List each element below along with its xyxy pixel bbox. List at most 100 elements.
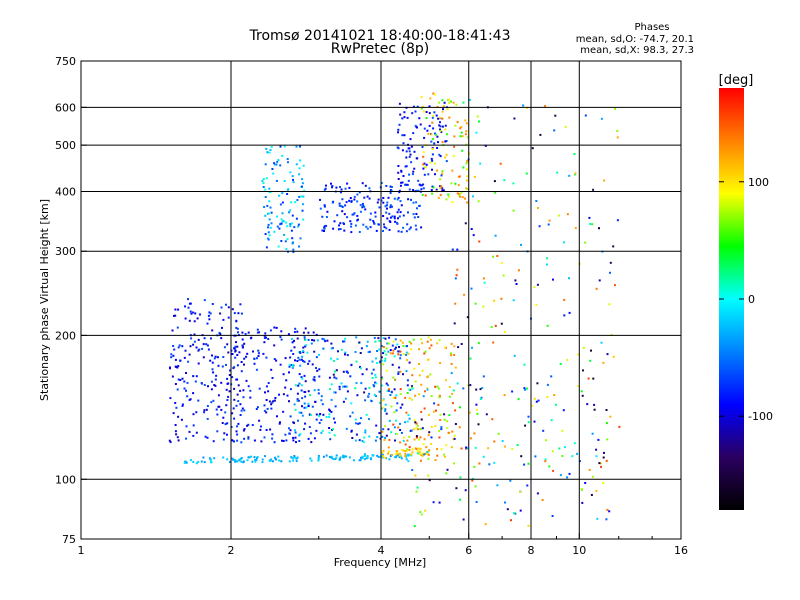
data-point	[390, 189, 393, 192]
data-point	[476, 412, 479, 415]
data-point	[387, 389, 390, 392]
data-point	[189, 398, 192, 401]
data-point	[177, 308, 180, 311]
data-point	[445, 153, 448, 156]
data-point	[382, 399, 385, 402]
data-point	[318, 353, 320, 356]
data-point	[394, 378, 397, 381]
data-point	[436, 169, 438, 172]
data-point	[453, 322, 456, 325]
data-point	[210, 380, 213, 383]
data-point	[424, 166, 427, 169]
data-point	[392, 396, 395, 399]
data-point	[298, 411, 301, 414]
data-point	[310, 414, 312, 416]
data-point	[343, 229, 346, 232]
data-point	[454, 409, 457, 412]
data-point	[393, 197, 396, 200]
data-point	[355, 382, 358, 384]
data-point	[490, 326, 493, 329]
data-point	[292, 248, 295, 251]
data-point	[542, 429, 545, 432]
data-point	[391, 205, 393, 208]
data-point	[285, 379, 288, 382]
data-point	[201, 382, 203, 385]
data-point	[188, 302, 191, 305]
data-point	[511, 448, 514, 450]
data-point	[332, 428, 334, 431]
data-point	[394, 456, 397, 459]
data-point	[295, 457, 298, 460]
data-point	[361, 202, 364, 205]
data-point	[222, 356, 225, 358]
data-point	[306, 351, 309, 354]
data-point	[281, 201, 284, 204]
data-point	[504, 330, 507, 333]
data-point	[208, 311, 211, 314]
data-point	[278, 459, 281, 462]
data-point	[266, 237, 269, 240]
data-point	[283, 233, 286, 236]
data-point	[209, 359, 212, 362]
data-point	[255, 408, 258, 410]
data-point	[297, 225, 300, 228]
data-point	[445, 140, 448, 142]
data-point	[299, 432, 302, 435]
data-point	[321, 429, 324, 432]
data-point	[426, 387, 429, 390]
data-point	[267, 226, 269, 229]
data-point	[416, 105, 419, 108]
data-point	[538, 225, 541, 228]
data-point	[363, 436, 366, 439]
data-point	[425, 117, 428, 120]
data-point	[471, 195, 474, 198]
data-point	[396, 221, 398, 224]
data-point	[222, 456, 225, 459]
data-point	[460, 191, 463, 194]
data-point	[444, 379, 447, 382]
data-point	[453, 354, 456, 356]
data-point	[172, 345, 175, 347]
data-point	[441, 141, 444, 144]
data-point	[284, 357, 287, 360]
data-point	[387, 450, 390, 453]
data-point	[359, 366, 361, 369]
data-point	[471, 479, 474, 482]
data-point	[308, 360, 311, 363]
data-point	[590, 494, 593, 496]
data-point	[408, 173, 411, 176]
data-point	[264, 214, 267, 217]
data-point	[203, 409, 206, 412]
data-point	[203, 299, 206, 302]
data-point	[424, 390, 426, 393]
data-point	[491, 418, 494, 421]
data-point	[439, 178, 442, 181]
data-point	[492, 255, 494, 258]
data-point	[256, 331, 259, 334]
data-point	[389, 206, 392, 209]
data-point	[224, 411, 227, 414]
data-point	[445, 444, 448, 447]
data-point	[440, 448, 443, 451]
data-point	[516, 444, 519, 446]
data-point	[264, 163, 267, 166]
data-point	[296, 199, 299, 201]
data-point	[392, 340, 395, 343]
data-point	[269, 459, 272, 462]
data-point	[404, 449, 406, 452]
data-point	[398, 189, 401, 192]
data-point	[332, 227, 335, 230]
data-point	[427, 358, 430, 361]
data-point	[465, 122, 468, 125]
data-point	[301, 182, 304, 185]
data-point	[302, 164, 305, 167]
data-point	[265, 429, 268, 431]
data-point	[397, 230, 400, 233]
data-point	[581, 501, 584, 504]
data-point	[280, 460, 283, 463]
data-point	[305, 344, 308, 347]
data-point	[187, 360, 190, 363]
data-point	[246, 459, 249, 462]
data-point	[363, 454, 366, 457]
data-point	[211, 329, 214, 332]
